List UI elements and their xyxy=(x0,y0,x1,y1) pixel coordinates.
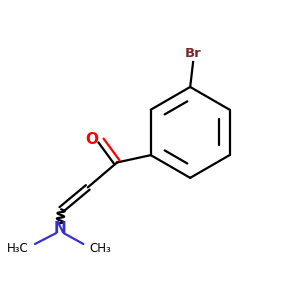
Text: H₃C: H₃C xyxy=(8,242,29,256)
Text: N: N xyxy=(53,221,66,236)
Text: CH₃: CH₃ xyxy=(89,242,111,256)
Text: O: O xyxy=(85,131,98,146)
Text: Br: Br xyxy=(185,47,202,60)
